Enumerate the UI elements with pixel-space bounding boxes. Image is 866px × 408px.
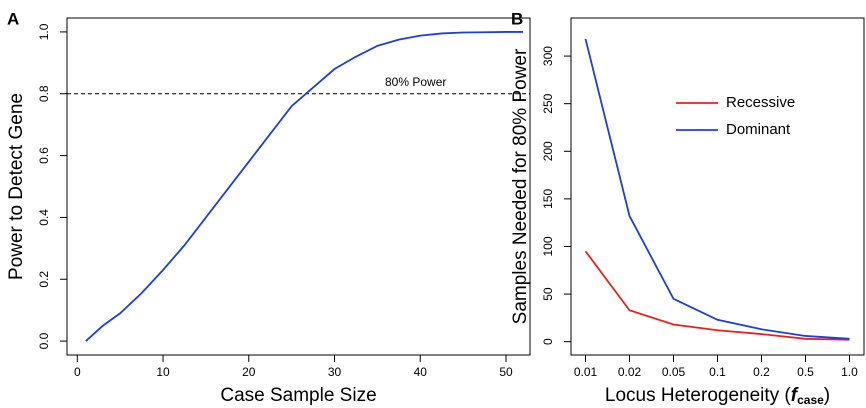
y-tick-label: 0.2 (37, 271, 51, 288)
x-tick-label: 0.05 (662, 365, 686, 379)
x-axis-label: Locus Heterogeneity (fcase) (605, 385, 830, 407)
y-tick-label: 250 (541, 93, 555, 113)
legend-label: Recessive (726, 94, 795, 111)
x-tick-label: 40 (414, 365, 428, 379)
y-tick-label: 150 (541, 189, 555, 209)
line-series (584, 38, 850, 340)
x-tick-label: 0.1 (709, 365, 726, 379)
line-series (85, 31, 524, 342)
plot-box (66, 17, 531, 356)
y-tick-label: 0.6 (37, 147, 51, 164)
y-tick-label: 0.4 (37, 209, 51, 226)
x-tick-label: 0.2 (753, 365, 770, 379)
x-axis-label-part: ) (824, 385, 830, 406)
x-axis-label-part: f (791, 385, 799, 406)
y-tick-label: 100 (541, 236, 555, 256)
legend-label: Dominant (726, 121, 791, 138)
x-tick-label: 1.0 (841, 365, 858, 379)
x-tick-label: 0 (74, 365, 81, 379)
y-tick-label: 300 (541, 46, 555, 66)
y-axis-label: Power to Detect Gene (6, 93, 27, 280)
y-tick-label: 1.0 (37, 23, 51, 40)
x-axis-label-part: Locus Heterogeneity ( (605, 385, 792, 406)
panel-label: A (7, 9, 19, 28)
panel-label: B (511, 9, 523, 28)
plot-box (570, 17, 865, 356)
y-tick-label: 0.0 (37, 332, 51, 349)
x-tick-label: 50 (499, 365, 513, 379)
annotation: 80% Power (385, 75, 446, 89)
x-axis-label-part: case (797, 393, 824, 407)
y-axis-label: Samples Needed for 80% Power (510, 48, 531, 324)
y-tick-label: 200 (541, 141, 555, 161)
x-tick-label: 0.5 (797, 365, 814, 379)
x-tick-label: 0.02 (618, 365, 642, 379)
x-tick-label: 30 (328, 365, 342, 379)
y-tick-label: 50 (541, 287, 555, 301)
line-series (584, 250, 850, 341)
y-tick-label: 0.8 (37, 85, 51, 102)
x-tick-label: 0.01 (574, 365, 598, 379)
x-tick-label: 20 (242, 365, 256, 379)
y-tick-label: 0 (541, 338, 555, 345)
x-axis-label: Case Sample Size (220, 385, 376, 406)
x-tick-label: 10 (156, 365, 170, 379)
